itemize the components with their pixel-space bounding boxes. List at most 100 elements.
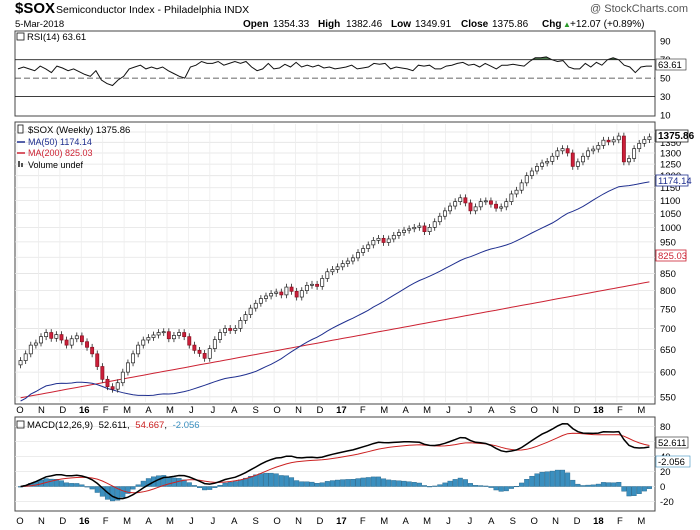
macd-histogram-bar [202,486,208,491]
price-x-tick-label: F [360,405,366,416]
macd-histogram-bar [94,486,100,493]
candle [545,161,550,164]
macd-histogram-bar [345,479,351,487]
candle [28,344,33,355]
macd-x-tick-label: A [402,516,409,527]
price-x-tick-label: D [574,405,581,416]
macd-histogram-bar [58,480,64,487]
macd-histogram-bar [467,483,473,487]
macd-histogram-bar [89,486,95,490]
candle [591,148,596,152]
macd-histogram-bar [462,479,468,487]
candle [69,338,74,346]
macd-histogram-bar [217,485,223,487]
quote-chg-label: Chg [542,19,561,30]
price-x-tick-label: F [103,405,109,416]
macd-histogram-bar [365,477,371,487]
macd-histogram-bar [304,481,310,487]
price-tick-label: 1050 [660,209,681,220]
candle [238,320,243,329]
macd-histogram-bar [335,479,341,487]
macd-x-tick-label: S [510,516,516,527]
macd-histogram-bar [299,481,305,487]
macd-histogram-bar [585,484,591,487]
candle [519,182,524,191]
price-x-tick-label: N [295,405,302,416]
candle [177,332,181,336]
macd-x-tick-label: M [637,516,645,527]
candle [565,148,570,154]
macd-x-tick-label: J [468,516,473,527]
macd-histogram-bar [514,486,520,488]
candle [187,336,192,346]
macd-histogram-bar [161,475,167,487]
macd-histogram-bar [580,485,586,487]
macd-histogram-bar [191,485,197,487]
macd-histogram-bar [406,481,412,487]
macd-tick-label: 20 [660,467,671,478]
rsi-value-tag: 63.61 [658,60,682,71]
macd-histogram-bar [595,483,601,487]
candle [427,227,432,232]
macd-x-tick-label: F [360,516,366,527]
candle [64,339,69,346]
macd-line [20,423,650,500]
rsi-line [17,56,652,87]
candle [350,257,355,262]
macd-tick-label: 80 [660,422,671,433]
price-x-tick-label: M [637,405,645,416]
candle [320,278,325,287]
price-tick-label: 950 [660,237,676,248]
ma200-line [20,281,650,399]
macd-histogram-bar [176,478,182,487]
candle [422,225,427,232]
candle [90,346,95,355]
macd-histogram-bar [524,479,530,487]
candle [632,148,637,159]
candle [248,307,253,315]
macd-x-tick-label: 17 [336,516,347,527]
macd-x-tick-label: A [231,516,238,527]
macd-histogram-bar [570,479,576,487]
macd-histogram-bar [294,480,300,487]
macd-histogram-bar [437,484,443,487]
candle [386,238,391,243]
macd-value-tag: 52.611 [658,438,686,449]
candle [120,371,125,384]
candle [315,283,320,287]
candle [223,328,228,333]
macd-histogram-bar [166,476,172,487]
candle [442,210,447,217]
price-tick-label: 650 [660,345,676,356]
macd-histogram-bar [421,485,427,487]
macd-histogram-bar [447,480,453,487]
macd-x-tick-label: F [103,516,109,527]
price-x-tick-label: M [123,405,131,416]
candle [79,335,84,343]
macd-legend-sep-2: , [164,420,167,431]
quote-close-value: 1375.86 [492,19,529,30]
candle [269,293,274,297]
quote-high-label: High [318,19,340,30]
macd-x-tick-label: M [423,516,431,527]
macd-histogram-bar [340,479,346,487]
candle [335,266,340,270]
price-x-tick-label: D [316,405,323,416]
candle-legend-icon [17,124,24,134]
candle [105,378,110,388]
rsi-panel: 9070503010 63.61 RSI(14) 63.61 [14,30,687,122]
candle [340,263,345,268]
macd-histogram-bar [452,479,458,487]
macd-histogram-bar [600,482,606,487]
candle [182,332,187,338]
candle [371,240,376,246]
candle [396,232,401,236]
macd-histogram-bar [115,486,121,501]
macd-histogram-bar [283,475,289,487]
candle [330,269,335,273]
macd-histogram-bar [457,477,463,487]
stockcharts-watermark: @ StockCharts.com [590,3,688,15]
macd-histogram-bar [197,486,203,488]
macd-x-tick-label: D [316,516,323,527]
price-x-tick-label: A [231,405,238,416]
